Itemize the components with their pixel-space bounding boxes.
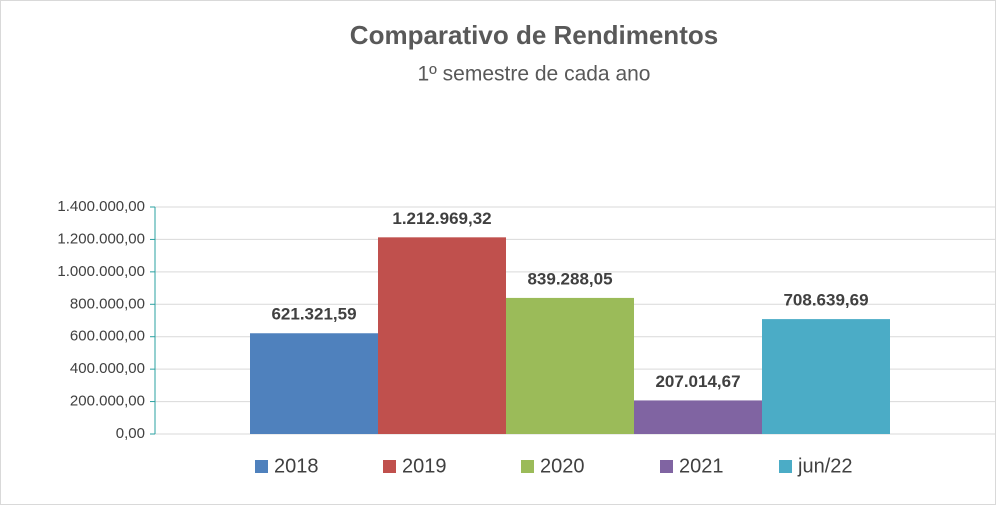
y-tick-label: 200.000,00 (70, 393, 145, 410)
y-tick-label: 800.000,00 (70, 295, 145, 312)
legend-label: 2019 (402, 455, 447, 477)
data-label: 839.288,05 (527, 269, 612, 288)
legend-swatch (779, 460, 792, 473)
legend-label: 2021 (679, 455, 724, 477)
data-label: 708.639,69 (783, 291, 868, 310)
bar (506, 297, 634, 434)
bar (762, 319, 890, 434)
y-tick-label: 1.200.000,00 (57, 230, 145, 247)
legend-swatch (383, 460, 396, 473)
data-label: 621.321,59 (271, 305, 356, 324)
legend-label: 2020 (540, 455, 585, 477)
y-tick-label: 1.400.000,00 (57, 198, 145, 215)
legend-swatch (521, 460, 534, 473)
data-label: 207.014,67 (655, 372, 740, 391)
y-tick-label: 400.000,00 (70, 360, 145, 377)
legend-label: 2018 (274, 455, 319, 477)
y-tick-label: 600.000,00 (70, 328, 145, 345)
y-tick-label: 1.000.000,00 (57, 263, 145, 280)
chart-title: Comparativo de Rendimentos (350, 20, 718, 50)
bar (634, 400, 762, 434)
data-label: 1.212.969,32 (392, 209, 491, 228)
bar (250, 333, 378, 434)
legend-swatch (660, 460, 673, 473)
legend-swatch (255, 460, 268, 473)
bar (378, 237, 506, 434)
legend-label: jun/22 (797, 455, 853, 477)
chart-subtitle: 1º semestre de cada ano (418, 63, 651, 86)
y-tick-label: 0,00 (116, 425, 145, 442)
